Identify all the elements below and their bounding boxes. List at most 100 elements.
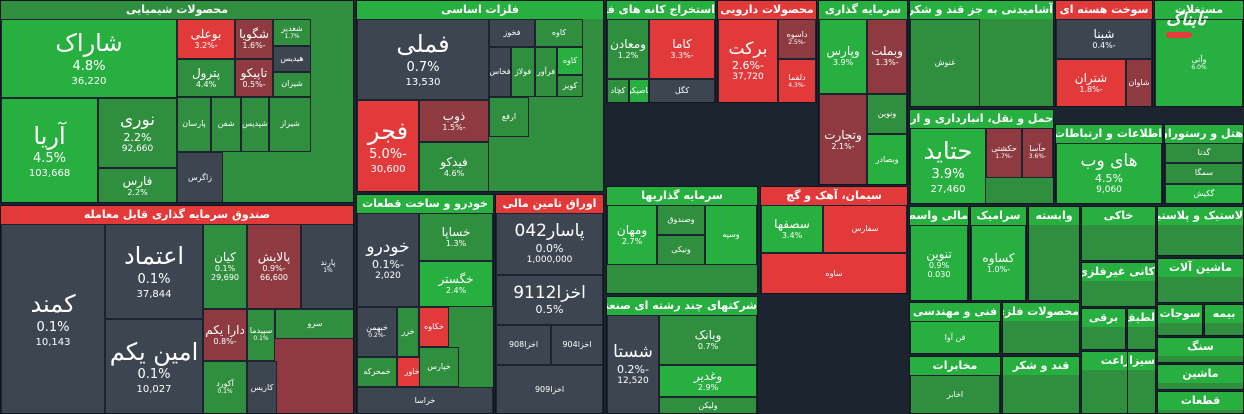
- sector-food[interactable]: آشامیدنی به جز قند و شکر غنوش: [909, 0, 1054, 107]
- stock-tile[interactable]: سپیدما 0.1%: [247, 309, 275, 361]
- sector-chem[interactable]: محصولات شیمیایی شاراک 4.8% 36,220 آریا 4.5% 10…: [0, 0, 354, 203]
- stock-tile[interactable]: پاسار042 0.0% 1,000,000: [496, 213, 603, 275]
- sector-sugar[interactable]: قند و شکر: [1002, 356, 1080, 414]
- stock-tile[interactable]: فولاژ: [511, 47, 535, 97]
- stock-tile[interactable]: برکت -2.6% 37,720: [718, 19, 778, 102]
- stock-tile[interactable]: های وب 4.5% 9,060: [1056, 143, 1162, 203]
- sector-publish[interactable]: مخابرات اخابر: [909, 356, 1001, 414]
- sector-pharma[interactable]: محصولات دارویی برکت -2.6% 37,720 داسوه -2.5% د…: [717, 0, 817, 103]
- stock-tile[interactable]: خکاوه: [419, 307, 449, 347]
- stock-tile[interactable]: سصفها 3.4%: [761, 205, 823, 253]
- sector-transport[interactable]: حمل و نقل، انبارداری و ارتباطاتحتاید3.9%…: [909, 109, 1054, 204]
- stock-tile[interactable]: سمگا: [1165, 163, 1243, 184]
- sector-fin2[interactable]: مالی واسط تنوین 0.9% 0.030: [909, 206, 969, 301]
- sector-invest[interactable]: سرمایه گذاریها ومهان 2.7% وصندوق ونیکی وسپه: [606, 186, 758, 294]
- stock-tile[interactable]: پارسان: [177, 97, 211, 152]
- stock-tile[interactable]: آکورد 0.1%: [203, 361, 247, 413]
- sector-bonds[interactable]: اوراق تامین مالی پاسار042 0.0% 1,000,000 اخز…: [495, 194, 604, 414]
- stock-tile[interactable]: زاگرس: [177, 152, 223, 202]
- stock-tile[interactable]: فیدکو 4.6%: [419, 142, 489, 191]
- stock-tile[interactable]: خمحرکه: [357, 357, 397, 387]
- stock-tile[interactable]: شاوان: [1126, 59, 1152, 106]
- stock-tile[interactable]: پترول 4.4%: [177, 59, 235, 97]
- sector-realestate[interactable]: مستغلات وآتی 6.0%: [1154, 0, 1244, 107]
- stock-tile[interactable]: کاریس: [247, 361, 277, 413]
- stock-tile[interactable]: غنوش: [910, 19, 980, 106]
- stock-tile[interactable]: ارفع: [489, 97, 529, 137]
- stock-tile[interactable]: پارند 1%: [301, 224, 353, 309]
- stock-tile[interactable]: هیدیس: [273, 46, 311, 72]
- stock-tile[interactable]: خساپا 1.3%: [419, 213, 493, 261]
- sector-nonmetal2[interactable]: محصولات فلزی: [1002, 302, 1080, 354]
- stock-tile[interactable]: شپدیس: [241, 97, 269, 152]
- stock-tile[interactable]: دلقما -4.3%: [778, 59, 816, 102]
- stock-tile[interactable]: ونوین: [867, 94, 907, 134]
- stock-tile[interactable]: گکیش: [1165, 184, 1243, 203]
- stock-tile[interactable]: سفارس: [823, 205, 907, 253]
- stock-tile[interactable]: تاصیکو: [629, 79, 649, 102]
- stock-tile[interactable]: امین یکم 0.1% 10,027: [105, 319, 203, 413]
- stock-tile[interactable]: گدنا: [1165, 143, 1243, 163]
- stock-tile[interactable]: کمند 0.1% 10,143: [1, 224, 105, 413]
- stock-tile[interactable]: پالایش -0.9% 66,600: [247, 224, 301, 309]
- sector-hotel[interactable]: هتل و رستوران گدنا سمگا گکیش: [1164, 124, 1244, 204]
- stock-tile[interactable]: شتران -1.8%: [1056, 59, 1126, 106]
- stock-tile[interactable]: وسپه: [705, 205, 757, 265]
- sector-text5[interactable]: قطعات: [1157, 391, 1244, 414]
- stock-tile[interactable]: خزر: [397, 307, 419, 357]
- stock-tile[interactable]: کچاد: [607, 79, 629, 102]
- sector-small[interactable]: سوجات: [1157, 304, 1203, 336]
- stock-tile[interactable]: داسوه -2.5%: [778, 19, 816, 59]
- stock-tile[interactable]: خودرو -0.1% 2,020: [357, 213, 419, 307]
- stock-tile[interactable]: بوعلی -3.2%: [177, 19, 235, 59]
- stock-tile[interactable]: شغدیر 1.7%: [273, 19, 311, 46]
- sector-ceramic[interactable]: سرامیک کساوه -1.0%: [970, 206, 1027, 301]
- stock-tile[interactable]: دارا یکم -0.8%: [203, 309, 247, 361]
- stock-tile[interactable]: فارس 2.2%: [98, 168, 177, 202]
- stock-tile[interactable]: حتاید 3.9% 27,460: [910, 128, 986, 203]
- stock-tile[interactable]: شیران: [273, 72, 311, 97]
- sector-cement[interactable]: سیمان، آهک و گچ سصفها 3.4% سفارس ساوه: [760, 186, 908, 294]
- stock-tile[interactable]: کگل: [649, 79, 715, 102]
- sector-text4[interactable]: ماشین: [1157, 364, 1244, 390]
- stock-tile[interactable]: اعتماد 0.1% 37,844: [105, 224, 203, 319]
- stock-tile[interactable]: ساوه: [761, 253, 907, 293]
- stock-tile[interactable]: تنوین 0.9% 0.030: [910, 225, 968, 300]
- stock-tile[interactable]: وتجارت -2.1%: [819, 94, 867, 184]
- stock-tile[interactable]: خگستر 2.4%: [419, 261, 493, 307]
- stock-tile[interactable]: فملی 0.7% 13,530: [357, 19, 489, 100]
- stock-tile[interactable]: وبصادر: [867, 134, 907, 184]
- stock-tile[interactable]: نوری 2.2% 92,660: [98, 98, 177, 168]
- stock-tile[interactable]: کساوه -1.0%: [971, 225, 1026, 300]
- stock-tile[interactable]: اخزا909: [496, 365, 603, 413]
- stock-tile[interactable]: کویر: [557, 75, 583, 97]
- stock-tile[interactable]: شاراک 4.8% 36,220: [1, 19, 177, 98]
- stock-tile[interactable]: فخوز: [489, 19, 535, 47]
- stock-tile[interactable]: وغدیر 2.9%: [659, 365, 757, 397]
- stock-tile[interactable]: شستا -0.2% 12,520: [607, 315, 659, 413]
- sector-mining[interactable]: استخراج کانه های فلزیومعادن1.2%کاما-3.3%…: [606, 0, 716, 103]
- stock-tile[interactable]: سرو: [275, 309, 353, 339]
- stock-tile[interactable]: اخزا904: [551, 325, 603, 365]
- stock-tile[interactable]: فرآور: [535, 47, 557, 97]
- sector-multi[interactable]: شرکتهای چند رشته ای صنعتی شستا -0.2% 12,520…: [606, 296, 758, 414]
- stock-tile[interactable]: تاپیکو -0.5%: [235, 59, 273, 97]
- sector-auto[interactable]: خودرو و ساخت قطعات خودرو -0.1% 2,020 خساپا 1.…: [356, 194, 494, 414]
- stock-tile[interactable]: شگویا -1.6%: [235, 19, 273, 59]
- stock-tile[interactable]: فن آوا: [910, 321, 1000, 353]
- stock-tile[interactable]: کاوه: [557, 47, 583, 75]
- sector-ict[interactable]: اطلاعات و ارتباطات های وب 4.5% 9,060: [1055, 124, 1163, 204]
- stock-tile[interactable]: آریا 4.5% 103,668: [1, 98, 98, 202]
- stock-tile[interactable]: خراسا: [357, 387, 493, 413]
- stock-tile[interactable]: وپارس 3.9%: [819, 19, 867, 94]
- stock-tile[interactable]: حکشتی -1.7%: [986, 128, 1022, 178]
- stock-tile[interactable]: خبهمن -0.2%: [357, 307, 397, 357]
- sector-finance[interactable]: سرمایه گذاری وپارس 3.9% وبملت -1.3% وتجارت -2.…: [818, 0, 908, 185]
- stock-tile[interactable]: ونیکی: [657, 235, 705, 265]
- stock-tile[interactable]: شفن: [211, 97, 241, 152]
- sector-paper[interactable]: بیمه: [1204, 304, 1244, 336]
- stock-tile[interactable]: وبملت -1.3%: [867, 19, 907, 94]
- stock-tile[interactable]: ومعادن 1.2%: [607, 19, 649, 79]
- sector-tech[interactable]: فنی و مهندسی فن آوا: [909, 302, 1001, 354]
